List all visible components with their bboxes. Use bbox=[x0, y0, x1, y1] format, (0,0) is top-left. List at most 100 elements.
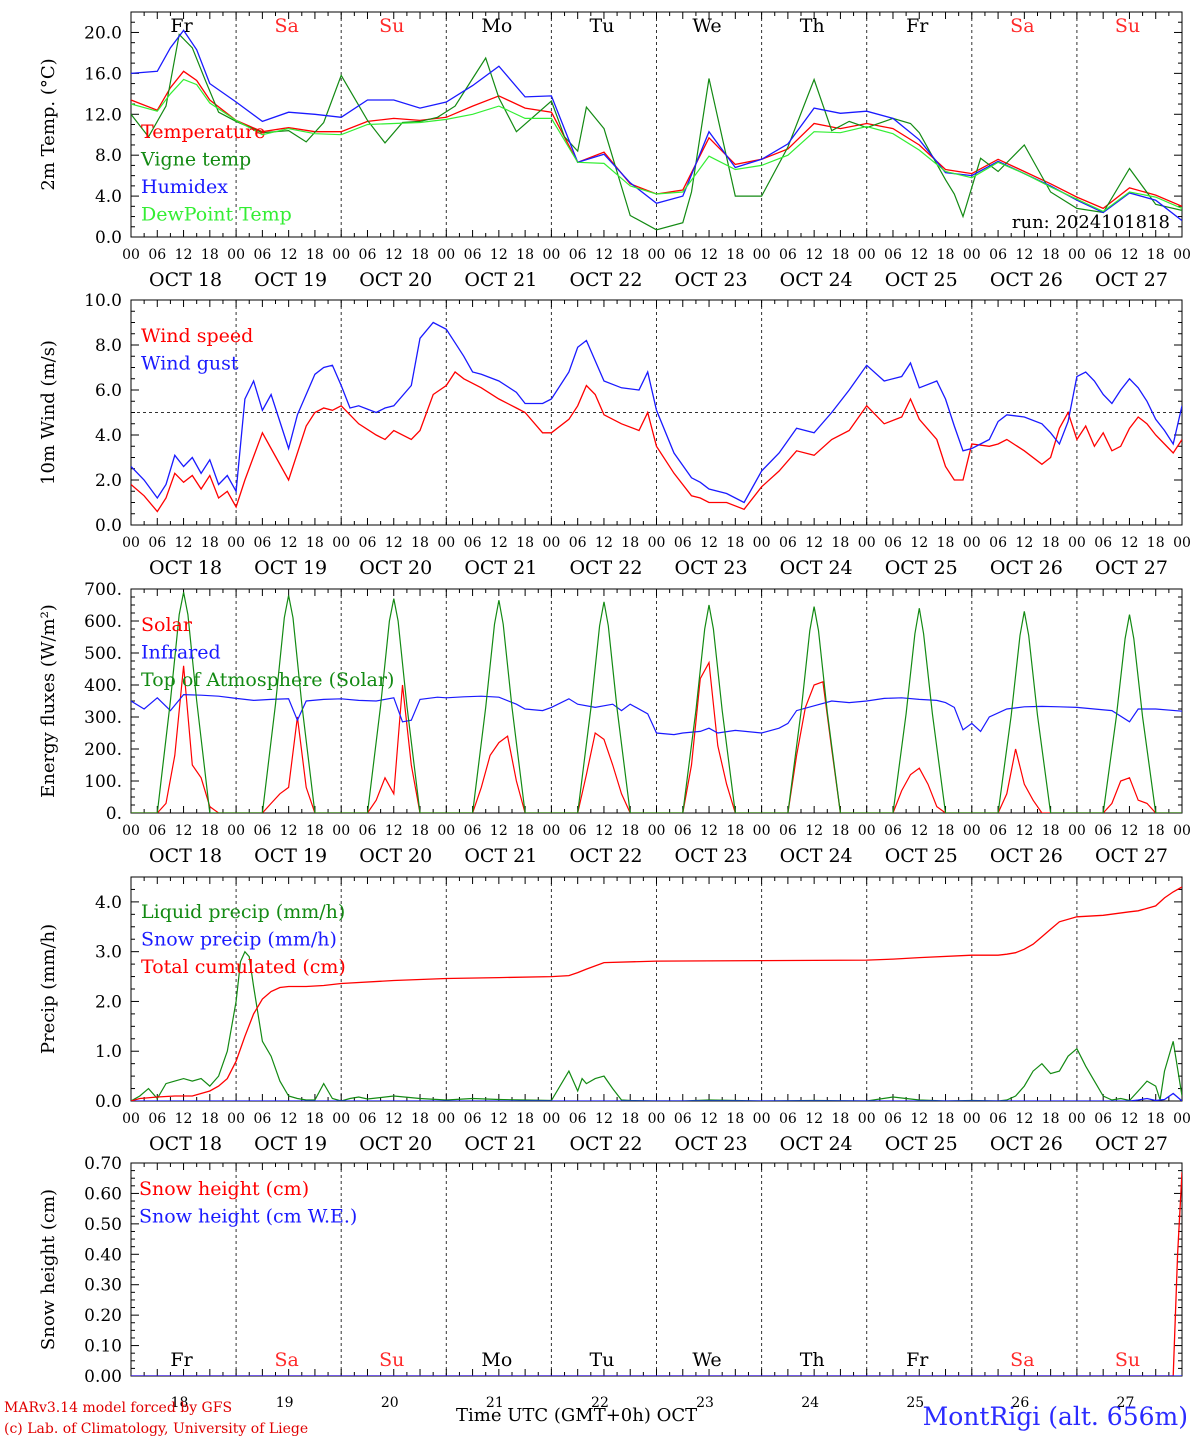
x-hour-label: 18 bbox=[306, 1111, 324, 1127]
weekday-label: Fr bbox=[906, 15, 929, 37]
x-date-label: OCT 21 bbox=[464, 269, 537, 291]
weekday-label: Sa bbox=[1010, 15, 1034, 37]
x-hour-label: 06 bbox=[359, 535, 377, 551]
x-hour-label: 12 bbox=[700, 535, 718, 551]
y-tick-label: 700. bbox=[84, 580, 122, 600]
x-hour-label: 12 bbox=[1121, 247, 1139, 263]
x-hour-label: 18 bbox=[832, 247, 850, 263]
x-hour-label: 18 bbox=[306, 247, 324, 263]
x-hour-label: 12 bbox=[175, 247, 193, 263]
x-hour-label: 00 bbox=[858, 535, 876, 551]
x-hour-label: 18 bbox=[1042, 247, 1060, 263]
x-hour-label: 00 bbox=[437, 823, 455, 839]
x-day-label: 26 bbox=[1011, 1395, 1029, 1411]
x-day-label: 24 bbox=[801, 1395, 819, 1411]
x-hour-label: 00 bbox=[332, 1111, 350, 1127]
y-tick-label: 0.40 bbox=[84, 1245, 122, 1265]
x-date-label: OCT 23 bbox=[675, 845, 748, 867]
x-day-label: 20 bbox=[381, 1395, 399, 1411]
x-hour-label: 12 bbox=[1015, 1111, 1033, 1127]
series-line-snow-precip-mm-h bbox=[131, 1092, 1182, 1101]
x-hour-label: 00 bbox=[858, 247, 876, 263]
x-hour-label: 12 bbox=[700, 247, 718, 263]
x-date-label: OCT 24 bbox=[780, 1133, 853, 1155]
legend-entry: Snow precip (mm/h) bbox=[141, 929, 337, 951]
x-hour-label: 18 bbox=[1042, 535, 1060, 551]
y-tick-label: 16.0 bbox=[84, 64, 122, 84]
y-tick-label: 6.0 bbox=[95, 381, 122, 401]
x-hour-label: 06 bbox=[674, 247, 692, 263]
x-hour-label: 00 bbox=[122, 535, 140, 551]
x-hour-label: 12 bbox=[490, 823, 508, 839]
legend-entry: Liquid precip (mm/h) bbox=[141, 901, 345, 923]
y-tick-label: 600. bbox=[84, 612, 122, 632]
x-hour-label: 00 bbox=[1068, 1111, 1086, 1127]
x-hour-label: 18 bbox=[306, 823, 324, 839]
legend-entry: Wind gust bbox=[141, 353, 239, 375]
time-axis-title: Time UTC (GMT+0h) OCT bbox=[456, 1405, 698, 1426]
x-hour-label: 06 bbox=[464, 247, 482, 263]
x-hour-label: 18 bbox=[411, 1111, 429, 1127]
y-tick-label: 0.0 bbox=[95, 228, 122, 248]
y-tick-label: 20.0 bbox=[84, 23, 122, 43]
x-hour-label: 12 bbox=[490, 1111, 508, 1127]
y-tick-label: 8.0 bbox=[95, 146, 122, 166]
x-hour-label: 00 bbox=[332, 535, 350, 551]
x-hour-label: 18 bbox=[306, 535, 324, 551]
x-hour-label: 00 bbox=[122, 1111, 140, 1127]
series-line-dewpoint-temp bbox=[131, 78, 1182, 213]
x-hour-label: 06 bbox=[989, 1111, 1007, 1127]
y-tick-label: 0.0 bbox=[95, 516, 122, 536]
x-hour-label: 00 bbox=[437, 535, 455, 551]
x-hour-label: 00 bbox=[1173, 247, 1191, 263]
x-hour-label: 18 bbox=[621, 247, 639, 263]
x-hour-label: 06 bbox=[253, 535, 271, 551]
weekday-label: Fr bbox=[170, 1349, 193, 1371]
lab-credit: (c) Lab. of Climatology, University of L… bbox=[4, 1421, 309, 1437]
x-hour-label: 00 bbox=[858, 1111, 876, 1127]
x-date-label: OCT 18 bbox=[149, 269, 222, 291]
x-hour-label: 12 bbox=[490, 535, 508, 551]
x-hour-label: 00 bbox=[753, 823, 771, 839]
x-hour-label: 00 bbox=[753, 1111, 771, 1127]
x-hour-label: 12 bbox=[805, 535, 823, 551]
series-line-solar bbox=[131, 660, 1182, 813]
weekday-label: Fr bbox=[906, 1349, 929, 1371]
x-hour-label: 00 bbox=[648, 535, 666, 551]
x-hour-label: 12 bbox=[280, 1111, 298, 1127]
weekday-label: Tu bbox=[589, 15, 614, 37]
station-name: MontRigi (alt. 656m) bbox=[922, 1402, 1188, 1431]
y-tick-label: 12.0 bbox=[84, 105, 122, 125]
y-axis-label: 10m Wind (m/s) bbox=[38, 340, 59, 485]
x-date-label: OCT 25 bbox=[885, 269, 958, 291]
x-hour-label: 18 bbox=[1147, 1111, 1165, 1127]
x-date-label: OCT 27 bbox=[1095, 557, 1168, 579]
x-date-label: OCT 26 bbox=[990, 1133, 1063, 1155]
x-date-label: OCT 19 bbox=[254, 1133, 327, 1155]
x-date-label: OCT 22 bbox=[569, 557, 642, 579]
legend-entry: Snow height (cm W.E.) bbox=[139, 1206, 357, 1228]
x-date-label: OCT 27 bbox=[1095, 845, 1168, 867]
x-hour-label: 18 bbox=[201, 535, 219, 551]
weekday-label: We bbox=[692, 1349, 721, 1371]
x-hour-label: 12 bbox=[595, 1111, 613, 1127]
x-hour-label: 18 bbox=[621, 1111, 639, 1127]
x-hour-label: 06 bbox=[884, 1111, 902, 1127]
x-hour-label: 12 bbox=[175, 1111, 193, 1127]
x-hour-label: 00 bbox=[963, 247, 981, 263]
x-hour-label: 18 bbox=[201, 823, 219, 839]
y-tick-label: 0.00 bbox=[84, 1367, 122, 1387]
x-date-label: OCT 25 bbox=[885, 557, 958, 579]
legend-entry: Snow height (cm) bbox=[139, 1178, 309, 1200]
x-hour-label: 06 bbox=[884, 247, 902, 263]
panel-5: 0.00 0.10 0.20 0.30 0.40 0.50 0.60 0.70 Snow hei… bbox=[38, 1154, 1183, 1411]
x-hour-label: 18 bbox=[1042, 1111, 1060, 1127]
y-tick-label: 10.0 bbox=[84, 291, 122, 311]
legend-entry: Humidex bbox=[141, 176, 228, 198]
x-date-label: OCT 21 bbox=[464, 557, 537, 579]
weekday-label: Su bbox=[1115, 15, 1140, 37]
y-tick-label: 8.0 bbox=[95, 336, 122, 356]
x-hour-label: 12 bbox=[805, 247, 823, 263]
legend-entry: Solar bbox=[141, 614, 193, 636]
x-hour-label: 06 bbox=[1094, 823, 1112, 839]
